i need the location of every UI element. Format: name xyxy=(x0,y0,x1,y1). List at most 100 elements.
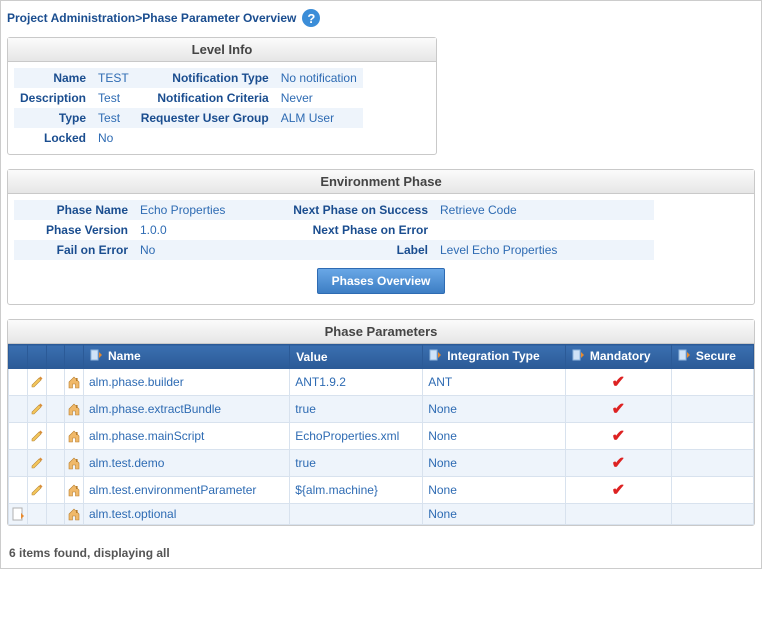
value xyxy=(434,220,654,240)
param-name: alm.test.environmentParameter xyxy=(84,477,290,504)
value: Test xyxy=(92,88,135,108)
panel-title-phase-params: Phase Parameters xyxy=(8,320,754,344)
row-leading-icon[interactable] xyxy=(9,504,28,525)
param-name: alm.test.optional xyxy=(84,504,290,525)
param-mandatory: ✔ xyxy=(565,423,671,450)
param-mandatory: ✔ xyxy=(565,450,671,477)
table-row: alm.phase.builderANT1.9.2ANT✔ xyxy=(9,369,754,396)
edit-cell[interactable] xyxy=(28,369,47,396)
breadcrumb: Project Administration>Phase Parameter O… xyxy=(7,7,755,37)
global-cell[interactable] xyxy=(65,423,84,450)
panel-title-env-phase: Environment Phase xyxy=(8,170,754,194)
edit-icon xyxy=(30,375,44,389)
param-itype: None xyxy=(423,504,566,525)
value: No xyxy=(92,128,135,148)
col-blank-4 xyxy=(65,345,84,369)
param-itype: ANT xyxy=(423,369,566,396)
param-secure xyxy=(671,423,753,450)
sort-icon xyxy=(572,349,586,363)
edit-cell[interactable] xyxy=(28,423,47,450)
col-secure-label: Secure xyxy=(696,349,736,363)
level-info-table: Name TEST Notification Type No notificat… xyxy=(14,68,363,148)
label: Notification Type xyxy=(135,68,275,88)
edit-cell[interactable] xyxy=(28,396,47,423)
param-value: ANT1.9.2 xyxy=(290,369,423,396)
param-itype: None xyxy=(423,423,566,450)
value: Retrieve Code xyxy=(434,200,654,220)
global-cell[interactable] xyxy=(65,477,84,504)
table-row: alm.test.optional None xyxy=(9,504,754,525)
edit-icon xyxy=(30,483,44,497)
value: Echo Properties xyxy=(134,200,254,220)
global-cell[interactable] xyxy=(65,369,84,396)
label: Next Phase on Success xyxy=(254,200,434,220)
sort-icon xyxy=(678,349,692,363)
param-secure xyxy=(671,450,753,477)
table-row: alm.phase.mainScriptEchoProperties.xmlNo… xyxy=(9,423,754,450)
label: Fail on Error xyxy=(14,240,134,260)
label: Name xyxy=(14,68,92,88)
label: Phase Version xyxy=(14,220,134,240)
param-value xyxy=(290,504,423,525)
panel-env-phase: Environment Phase Phase Name Echo Proper… xyxy=(7,169,755,305)
param-value: EchoProperties.xml xyxy=(290,423,423,450)
global-icon xyxy=(67,402,81,416)
param-secure xyxy=(671,504,753,525)
phases-overview-button[interactable]: Phases Overview xyxy=(317,268,446,294)
check-icon: ✔ xyxy=(612,401,625,418)
param-mandatory: ✔ xyxy=(565,396,671,423)
col-mandatory[interactable]: Mandatory xyxy=(565,345,671,369)
col-value[interactable]: Value xyxy=(290,345,423,369)
breadcrumb-text: Project Administration>Phase Parameter O… xyxy=(7,11,296,25)
label: Locked xyxy=(14,128,92,148)
edit-cell[interactable] xyxy=(28,450,47,477)
param-itype: None xyxy=(423,477,566,504)
check-icon: ✔ xyxy=(612,455,625,472)
env-phase-table: Phase Name Echo Properties Next Phase on… xyxy=(14,200,654,260)
col-blank-2 xyxy=(28,345,47,369)
col-mandatory-label: Mandatory xyxy=(590,349,651,363)
value: 1.0.0 xyxy=(134,220,254,240)
col-name[interactable]: Name xyxy=(84,345,290,369)
edit-cell[interactable] xyxy=(28,477,47,504)
global-icon xyxy=(67,375,81,389)
label: Type xyxy=(14,108,92,128)
global-cell[interactable] xyxy=(65,396,84,423)
row-leading-icon[interactable] xyxy=(9,369,28,396)
param-value: ${alm.machine} xyxy=(290,477,423,504)
label: Next Phase on Error xyxy=(254,220,434,240)
global-icon xyxy=(67,507,81,521)
col-integration-type[interactable]: Integration Type xyxy=(423,345,566,369)
global-icon xyxy=(67,456,81,470)
param-name: alm.test.demo xyxy=(84,450,290,477)
param-secure xyxy=(671,477,753,504)
global-cell[interactable] xyxy=(65,504,84,525)
col-blank-1 xyxy=(9,345,28,369)
edit-cell[interactable] xyxy=(28,504,47,525)
label: Phase Name xyxy=(14,200,134,220)
panel-title-level-info: Level Info xyxy=(8,38,436,62)
table-row: alm.phase.extractBundletrueNone✔ xyxy=(9,396,754,423)
edit-icon xyxy=(30,402,44,416)
col-value-label: Value xyxy=(296,350,327,364)
value: ALM User xyxy=(275,108,363,128)
col-secure[interactable]: Secure xyxy=(671,345,753,369)
label: Notification Criteria xyxy=(135,88,275,108)
sort-icon xyxy=(429,349,443,363)
row-leading-icon[interactable] xyxy=(9,477,28,504)
value: Test xyxy=(92,108,135,128)
value: No xyxy=(134,240,254,260)
global-icon xyxy=(67,429,81,443)
check-icon: ✔ xyxy=(612,428,625,445)
row-leading-icon[interactable] xyxy=(9,396,28,423)
row-leading-icon[interactable] xyxy=(9,450,28,477)
global-cell[interactable] xyxy=(65,450,84,477)
check-icon: ✔ xyxy=(612,482,625,499)
help-icon[interactable]: ? xyxy=(302,9,320,27)
check-icon: ✔ xyxy=(612,374,625,391)
row-leading-icon[interactable] xyxy=(9,423,28,450)
value: No notification xyxy=(275,68,363,88)
param-itype: None xyxy=(423,396,566,423)
global-icon xyxy=(67,483,81,497)
new-icon xyxy=(11,507,25,521)
